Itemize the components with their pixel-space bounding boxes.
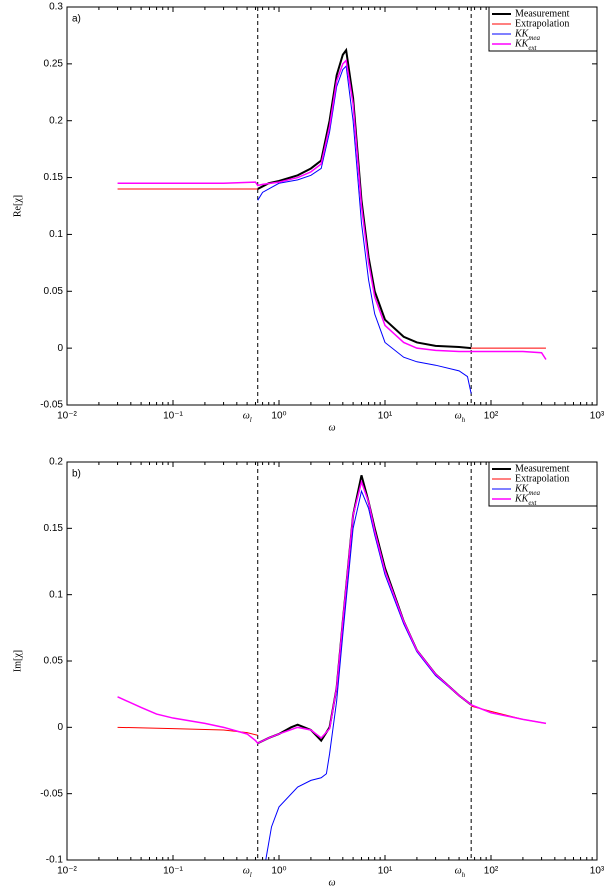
y-tick-label: -0.1 bbox=[46, 855, 64, 866]
y-tick-label: 0.1 bbox=[49, 589, 63, 600]
y-axis-label: Im[χ] bbox=[12, 650, 23, 672]
y-tick-label: 0.3 bbox=[49, 2, 63, 13]
y-tick-label: 0.05 bbox=[44, 286, 64, 297]
chart: -0.1 -0.05 0 0.05 0.1 0.15 0.2 10⁻² 10⁻¹ 10⁰ 10¹ 10… bbox=[12, 457, 605, 889]
y-tick-label: 0.15 bbox=[44, 523, 64, 534]
y-tick-label: 0 bbox=[57, 722, 63, 733]
panel-label: a) bbox=[72, 14, 81, 25]
data-line bbox=[257, 475, 472, 745]
x-axis-label: ω bbox=[328, 877, 335, 888]
y-tick-label: 0.1 bbox=[49, 229, 63, 240]
y-tick-label: 0.15 bbox=[44, 172, 64, 183]
x-tick-label: 10⁻² bbox=[57, 866, 77, 877]
marker-label: ωl bbox=[243, 865, 252, 878]
legend-label: Measurement bbox=[515, 463, 570, 474]
panel-label: b) bbox=[72, 469, 81, 480]
x-axis-label: ω bbox=[328, 422, 335, 433]
y-tick-label: 0.25 bbox=[44, 58, 64, 69]
marker-label: ωh bbox=[455, 865, 466, 878]
legend-label: Extrapolation bbox=[515, 18, 569, 29]
y-tick-label: 0.2 bbox=[49, 115, 63, 126]
plot-frame bbox=[66, 461, 598, 861]
y-tick-label: 0.2 bbox=[49, 457, 63, 468]
data-line bbox=[117, 188, 546, 349]
x-tick-label: 10¹ bbox=[378, 866, 393, 877]
data-line bbox=[257, 65, 472, 394]
x-tick-label: 10⁻¹ bbox=[163, 411, 183, 422]
x-tick-label: 10⁻² bbox=[57, 411, 77, 422]
data-line bbox=[117, 479, 547, 745]
marker-label: ωh bbox=[455, 410, 466, 423]
y-tick-label: 0.05 bbox=[44, 656, 64, 667]
x-tick-label: 10⁰ bbox=[271, 411, 286, 422]
x-tick-label: 10³ bbox=[590, 866, 605, 877]
y-tick-label: -0.05 bbox=[40, 788, 63, 799]
x-tick-label: 10² bbox=[484, 866, 499, 877]
x-tick-label: 10⁻¹ bbox=[163, 866, 183, 877]
x-tick-label: 10¹ bbox=[378, 411, 393, 422]
y-tick-label: 0 bbox=[57, 343, 63, 354]
x-tick-label: 10⁰ bbox=[271, 866, 286, 877]
legend-label: Extrapolation bbox=[515, 473, 569, 484]
x-tick-label: 10³ bbox=[590, 411, 605, 422]
plot-frame bbox=[66, 6, 598, 406]
marker-label: ωl bbox=[243, 410, 252, 423]
data-line bbox=[117, 58, 547, 360]
x-tick-label: 10² bbox=[484, 411, 499, 422]
y-axis-label: Re[χ] bbox=[12, 195, 23, 217]
data-line bbox=[257, 47, 472, 350]
legend-label: Measurement bbox=[515, 8, 570, 19]
data-line bbox=[265, 489, 472, 860]
y-tick-label: -0.05 bbox=[40, 400, 63, 411]
chart: -0.05 0 0.05 0.1 0.15 0.2 0.25 0.3 10⁻² 10⁻¹ 10⁰ 10… bbox=[12, 2, 605, 434]
